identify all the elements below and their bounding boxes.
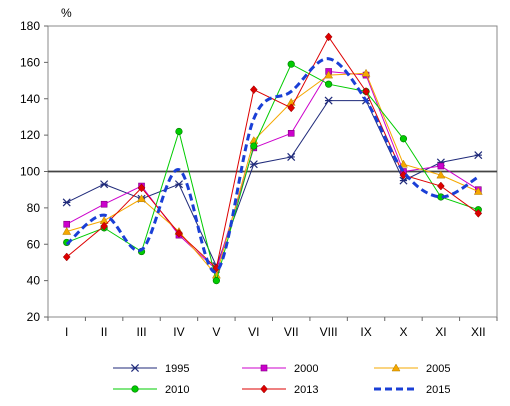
legend-label: 2013 <box>294 384 318 396</box>
marker-circle <box>175 127 183 136</box>
legend-item-1995: 1995 <box>113 363 189 375</box>
marker-circle <box>399 135 408 143</box>
x-tick-label: II <box>101 325 108 339</box>
marker-star <box>174 180 183 189</box>
marker-stroke <box>174 180 183 189</box>
marker-diamond <box>324 32 333 42</box>
marker-triangle <box>436 170 446 179</box>
x-tick-label: VIII <box>320 325 338 339</box>
marker-circle <box>287 60 295 68</box>
legend-item-2005: 2005 <box>374 363 450 375</box>
marker-star <box>287 152 296 161</box>
legend: 1995 2000 2005 2010 2013 2015 <box>113 363 450 396</box>
marker-diamond <box>100 221 108 231</box>
marker-stroke <box>130 363 140 373</box>
marker-triangle <box>391 363 401 372</box>
y-axis-unit: % <box>61 6 72 20</box>
x-tick-label: XI <box>435 325 446 339</box>
x-tick-label: XII <box>471 325 486 339</box>
marker-diamond <box>437 181 445 191</box>
marker-star <box>249 160 258 169</box>
marker-square <box>100 200 108 208</box>
y-tick-label: 20 <box>27 310 41 324</box>
marker-square <box>63 220 71 228</box>
marker-star <box>130 363 140 373</box>
x-tick-label: VI <box>248 325 259 339</box>
marker-stroke <box>474 151 483 160</box>
series-2015 <box>65 57 480 274</box>
marker-stroke <box>249 160 258 169</box>
marker-diamond <box>249 85 258 95</box>
marker-stroke <box>100 180 109 189</box>
marker-diamond <box>175 228 183 238</box>
marker-stroke <box>324 96 333 105</box>
marker-stroke <box>399 176 408 185</box>
marker-square <box>287 130 295 137</box>
x-tick-label: III <box>137 325 147 339</box>
marker-star <box>324 96 333 105</box>
marker-star <box>399 176 408 185</box>
series-line-2010 <box>66 63 479 283</box>
marker-triangle <box>62 227 72 235</box>
marker-circle <box>250 142 258 150</box>
series-line-2000 <box>66 70 479 271</box>
legend-label: 2000 <box>294 363 318 375</box>
y-tick-label: 40 <box>27 274 41 288</box>
legend-item-2015: 2015 <box>374 384 450 396</box>
legend-label: 1995 <box>165 363 189 375</box>
x-tick-label: V <box>212 325 220 339</box>
marker-circle <box>325 80 333 88</box>
marker-star <box>474 151 483 160</box>
marker-circle <box>131 385 139 393</box>
series-line-2015 <box>65 57 480 274</box>
marker-triangle <box>324 70 334 79</box>
legend-label: 2015 <box>426 384 450 396</box>
y-tick-label: 60 <box>27 237 41 251</box>
marker-stroke <box>287 152 296 161</box>
marker-stroke <box>62 198 71 207</box>
x-tick-label: IX <box>360 325 371 339</box>
y-tick-label: 80 <box>27 201 41 215</box>
marker-diamond <box>260 384 268 394</box>
marker-diamond <box>399 170 408 180</box>
marker-diamond <box>62 252 71 262</box>
y-tick-label: 140 <box>20 92 40 106</box>
marker-diamond <box>137 183 146 193</box>
marker-circle <box>212 277 220 285</box>
y-tick-label: 100 <box>20 165 40 179</box>
marker-diamond <box>287 103 296 113</box>
legend-item-2013: 2013 <box>242 384 318 396</box>
x-tick-label: I <box>65 325 68 339</box>
marker-star <box>100 180 109 189</box>
x-tick-label: VII <box>284 325 299 339</box>
marker-star <box>62 198 71 207</box>
marker-triangle <box>137 194 146 203</box>
series-line-2005 <box>66 72 479 277</box>
marker-square <box>260 364 268 372</box>
marker-diamond <box>474 208 483 218</box>
legend-label: 2010 <box>165 384 189 396</box>
legend-item-2010: 2010 <box>113 384 189 396</box>
marker-diamond <box>362 87 370 96</box>
legend-item-2000: 2000 <box>242 363 318 375</box>
y-tick-label: 160 <box>20 55 40 69</box>
marker-triangle <box>473 187 483 195</box>
x-tick-label: X <box>399 325 407 339</box>
x-tick-label: IV <box>173 325 184 339</box>
y-tick-label: 120 <box>20 128 40 142</box>
series-group <box>62 32 483 285</box>
y-tick-label: 180 <box>20 19 40 33</box>
legend-label: 2005 <box>426 363 450 375</box>
marker-triangle <box>361 68 371 77</box>
marker-triangle <box>399 159 408 168</box>
marker-square <box>437 162 445 170</box>
